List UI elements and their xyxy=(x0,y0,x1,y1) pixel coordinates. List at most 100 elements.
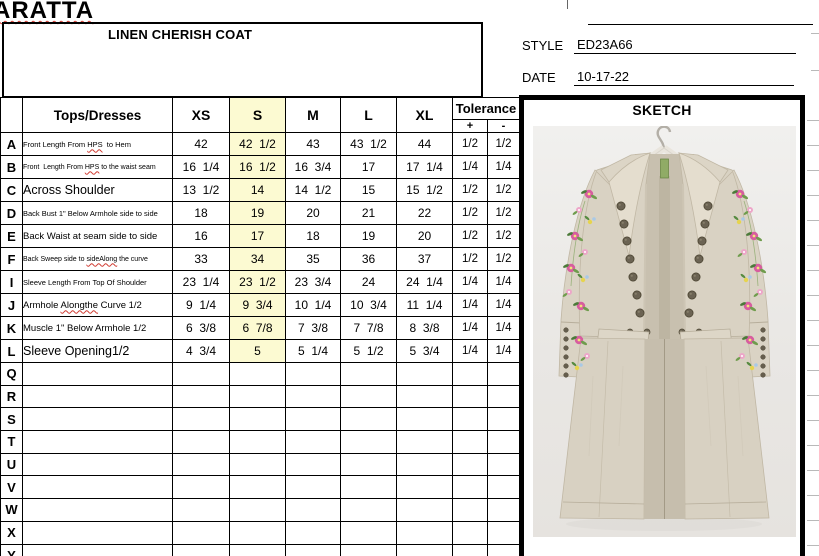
tolerance-minus[interactable] xyxy=(487,430,520,454)
row-letter[interactable]: L xyxy=(0,339,23,363)
size-value-xs[interactable]: 23 1/4 xyxy=(172,270,230,294)
tolerance-minus[interactable]: 1/2 xyxy=(487,247,520,271)
size-header-xl[interactable]: XL xyxy=(396,97,453,133)
size-value[interactable] xyxy=(340,543,397,556)
size-value-m[interactable]: 43 xyxy=(285,132,341,156)
tolerance-plus[interactable]: 1/2 xyxy=(452,247,488,271)
size-value-l[interactable]: 21 xyxy=(340,201,397,225)
size-value[interactable] xyxy=(340,430,397,454)
row-letter[interactable]: V xyxy=(0,475,23,500)
tolerance-plus[interactable]: 1/4 xyxy=(452,339,488,363)
size-value[interactable] xyxy=(172,498,230,522)
tolerance-plus[interactable] xyxy=(452,520,488,545)
size-value-l[interactable]: 24 xyxy=(340,270,397,294)
tolerance-plus[interactable] xyxy=(452,475,488,500)
size-value-xl[interactable]: 15 1/2 xyxy=(396,178,453,202)
row-letter[interactable]: U xyxy=(0,452,23,477)
size-value[interactable] xyxy=(285,430,341,454)
size-value-m[interactable]: 5 1/4 xyxy=(285,339,341,363)
size-value-l[interactable]: 10 3/4 xyxy=(340,293,397,317)
tolerance-plus[interactable]: 1/4 xyxy=(452,316,488,340)
size-value-xs[interactable]: 6 3/8 xyxy=(172,316,230,340)
measurement-label[interactable]: Armhole Alongthe Curve 1/2 xyxy=(22,293,173,317)
size-value[interactable] xyxy=(172,407,230,432)
size-value[interactable] xyxy=(172,452,230,477)
tolerance-minus[interactable] xyxy=(487,362,520,386)
size-value[interactable] xyxy=(285,407,341,432)
size-header-l[interactable]: L xyxy=(340,97,397,133)
size-value-xs[interactable]: 18 xyxy=(172,201,230,225)
tolerance-plus[interactable]: 1/4 xyxy=(452,293,488,317)
size-value[interactable] xyxy=(172,475,230,500)
measurement-label[interactable]: Muscle 1" Below Armhole 1/2 xyxy=(22,316,173,340)
size-value[interactable] xyxy=(229,452,286,477)
size-value[interactable] xyxy=(396,430,453,454)
tolerance-minus[interactable] xyxy=(487,543,520,556)
row-letter[interactable]: A xyxy=(0,132,23,156)
size-value-s[interactable]: 34 xyxy=(229,247,286,271)
measurement-label[interactable] xyxy=(22,498,173,522)
row-letter[interactable]: B xyxy=(0,155,23,179)
row-letter[interactable]: X xyxy=(0,520,23,545)
size-header-xs[interactable]: XS xyxy=(172,97,230,133)
size-value-s[interactable]: 9 3/4 xyxy=(229,293,286,317)
size-value[interactable] xyxy=(172,520,230,545)
size-value-xl[interactable]: 8 3/8 xyxy=(396,316,453,340)
size-value-l[interactable]: 15 xyxy=(340,178,397,202)
size-value[interactable] xyxy=(340,384,397,409)
size-value-xl[interactable]: 44 xyxy=(396,132,453,156)
tolerance-minus[interactable] xyxy=(487,407,520,432)
size-value-m[interactable]: 10 1/4 xyxy=(285,293,341,317)
measurement-label[interactable] xyxy=(22,384,173,409)
row-letter[interactable]: F xyxy=(0,247,23,271)
measurement-label[interactable] xyxy=(22,430,173,454)
measurement-label[interactable] xyxy=(22,520,173,545)
tolerance-header[interactable]: Tolerance xyxy=(452,97,520,120)
tolerance-plus[interactable] xyxy=(452,407,488,432)
size-value-m[interactable]: 20 xyxy=(285,201,341,225)
measurement-label[interactable] xyxy=(22,452,173,477)
tolerance-plus-header[interactable]: + xyxy=(452,119,488,133)
row-letter[interactable]: D xyxy=(0,201,23,225)
size-value[interactable] xyxy=(285,498,341,522)
size-value[interactable] xyxy=(340,475,397,500)
tolerance-minus[interactable] xyxy=(487,498,520,522)
size-value[interactable] xyxy=(229,498,286,522)
size-value-s[interactable]: 23 1/2 xyxy=(229,270,286,294)
size-value[interactable] xyxy=(229,407,286,432)
tolerance-minus[interactable]: 1/2 xyxy=(487,201,520,225)
tolerance-plus[interactable]: 1/4 xyxy=(452,270,488,294)
row-letter[interactable]: I xyxy=(0,270,23,294)
size-value-xl[interactable]: 17 1/4 xyxy=(396,155,453,179)
size-value-xl[interactable]: 20 xyxy=(396,224,453,248)
row-letter[interactable]: C xyxy=(0,178,23,202)
row-letter[interactable]: E xyxy=(0,224,23,248)
size-value-m[interactable]: 7 3/8 xyxy=(285,316,341,340)
size-value-xl[interactable]: 37 xyxy=(396,247,453,271)
tolerance-minus[interactable]: 1/4 xyxy=(487,293,520,317)
measurement-label[interactable]: Back Sweep side to sideAlong the curve xyxy=(22,247,173,271)
tolerance-minus[interactable] xyxy=(487,475,520,500)
size-value[interactable] xyxy=(172,384,230,409)
tolerance-plus[interactable] xyxy=(452,430,488,454)
measurement-label[interactable]: Back Waist at seam side to side xyxy=(22,224,173,248)
tolerance-plus[interactable]: 1/2 xyxy=(452,178,488,202)
size-value[interactable] xyxy=(285,452,341,477)
tolerance-minus[interactable]: 1/4 xyxy=(487,316,520,340)
size-value[interactable] xyxy=(396,407,453,432)
tolerance-plus[interactable] xyxy=(452,543,488,556)
size-value-xs[interactable]: 13 1/2 xyxy=(172,178,230,202)
measurement-label[interactable]: Back Bust 1" Below Armhole side to side xyxy=(22,201,173,225)
size-value-s[interactable]: 17 xyxy=(229,224,286,248)
size-value[interactable] xyxy=(340,362,397,386)
size-value[interactable] xyxy=(340,520,397,545)
size-value-m[interactable]: 23 3/4 xyxy=(285,270,341,294)
row-letter[interactable]: J xyxy=(0,293,23,317)
size-header-m[interactable]: M xyxy=(285,97,341,133)
row-letter[interactable]: W xyxy=(0,498,23,522)
tolerance-plus[interactable] xyxy=(452,498,488,522)
size-value-s[interactable]: 42 1/2 xyxy=(229,132,286,156)
size-value[interactable] xyxy=(229,520,286,545)
size-value-xl[interactable]: 11 1/4 xyxy=(396,293,453,317)
size-value[interactable] xyxy=(229,430,286,454)
